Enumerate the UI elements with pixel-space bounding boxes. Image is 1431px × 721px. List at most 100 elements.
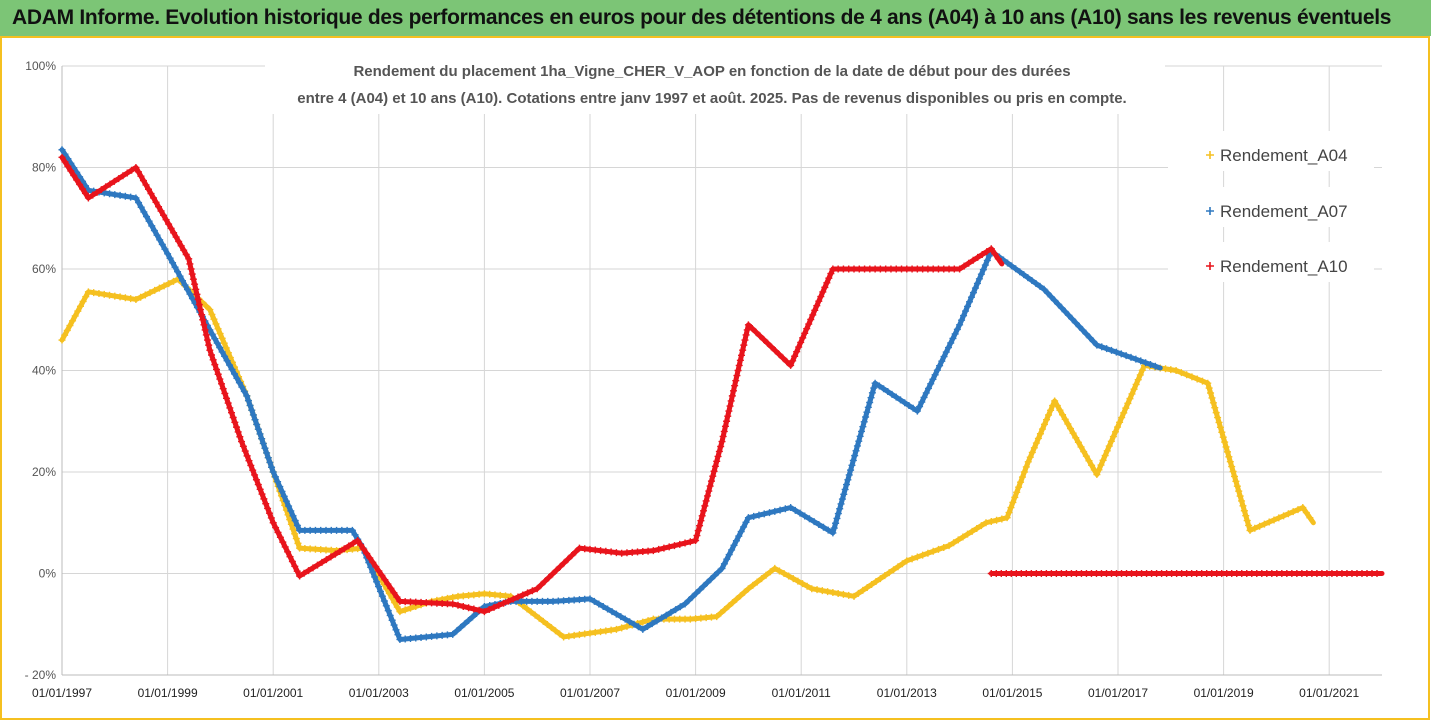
series-marker bbox=[296, 572, 304, 580]
series-marker bbox=[649, 547, 657, 555]
series-marker bbox=[859, 586, 867, 594]
series-marker bbox=[890, 566, 898, 574]
series-marker bbox=[263, 449, 271, 457]
series-marker bbox=[1074, 438, 1082, 446]
series-marker bbox=[313, 561, 321, 569]
series-marker bbox=[974, 253, 982, 261]
series-marker bbox=[165, 280, 173, 288]
series-marker bbox=[151, 286, 159, 294]
series-marker bbox=[797, 338, 805, 346]
series-marker bbox=[575, 631, 583, 639]
series-marker bbox=[81, 189, 89, 197]
series-marker bbox=[964, 530, 972, 538]
series-marker bbox=[922, 389, 930, 397]
series-marker bbox=[707, 575, 715, 583]
series-marker bbox=[218, 348, 226, 356]
chart-title-bg bbox=[265, 58, 1165, 114]
series-marker bbox=[843, 481, 851, 489]
series-marker bbox=[871, 379, 879, 387]
series-marker bbox=[731, 382, 739, 390]
series-marker bbox=[760, 336, 768, 344]
series-marker bbox=[956, 265, 964, 273]
series-marker bbox=[720, 560, 728, 568]
series-marker bbox=[196, 306, 204, 314]
series-marker bbox=[1065, 311, 1073, 319]
series-marker bbox=[82, 293, 90, 301]
series-marker bbox=[779, 354, 787, 362]
series-marker bbox=[696, 522, 704, 530]
series-marker bbox=[568, 552, 576, 560]
series-marker bbox=[188, 295, 196, 303]
series-markers bbox=[58, 146, 1159, 643]
series-marker bbox=[602, 627, 610, 635]
series-marker bbox=[213, 365, 221, 373]
x-tick-label: 01/01/1999 bbox=[138, 686, 198, 700]
series-marker bbox=[547, 624, 555, 632]
series-marker bbox=[182, 251, 190, 258]
series-marker bbox=[254, 425, 262, 433]
series-marker bbox=[735, 532, 743, 540]
series-marker bbox=[376, 587, 384, 595]
series-marker bbox=[260, 495, 268, 503]
series-marker bbox=[1003, 514, 1011, 522]
series-marker bbox=[623, 622, 631, 630]
series-marker bbox=[672, 606, 680, 614]
series-marker bbox=[258, 490, 266, 498]
series-marker bbox=[291, 517, 299, 525]
series-marker bbox=[597, 628, 605, 636]
series-marker bbox=[336, 547, 344, 555]
series-marker bbox=[528, 587, 536, 595]
series-marker bbox=[251, 416, 259, 424]
legend-label-Rendement_A07: Rendement_A07 bbox=[1220, 202, 1348, 221]
legend-marker-Rendement_A07 bbox=[1206, 207, 1214, 215]
series-marker bbox=[187, 265, 195, 273]
series-marker bbox=[181, 281, 189, 289]
series-marker bbox=[127, 193, 135, 201]
series-marker bbox=[233, 374, 241, 382]
series-marker bbox=[1228, 463, 1236, 471]
series-marker bbox=[760, 510, 768, 518]
series-marker bbox=[944, 344, 952, 352]
series-marker bbox=[533, 585, 541, 593]
series-marker bbox=[393, 603, 401, 611]
series-marker bbox=[717, 442, 725, 450]
series-marker bbox=[781, 505, 789, 513]
series-marker bbox=[137, 203, 145, 211]
series-marker bbox=[514, 593, 522, 601]
series-marker bbox=[848, 461, 856, 469]
series-marker bbox=[454, 601, 462, 609]
series-marker bbox=[243, 392, 251, 400]
series-marker bbox=[1020, 271, 1028, 279]
series-marker bbox=[789, 357, 797, 365]
series-marker bbox=[1256, 522, 1264, 530]
page-title: ADAM Informe. Evolution historique des p… bbox=[12, 6, 1392, 29]
series-marker bbox=[121, 294, 129, 302]
series-marker bbox=[211, 361, 219, 369]
series-marker bbox=[390, 621, 398, 629]
series-marker bbox=[1077, 443, 1085, 451]
series-marker bbox=[388, 594, 396, 602]
series-marker bbox=[801, 329, 809, 337]
series-marker bbox=[279, 538, 287, 546]
series-marker bbox=[1005, 509, 1013, 517]
series-marker bbox=[274, 528, 282, 536]
series-marker bbox=[161, 245, 169, 253]
series-marker bbox=[1053, 402, 1061, 410]
series-marker bbox=[76, 302, 84, 310]
series-marker bbox=[246, 401, 254, 409]
series-marker bbox=[736, 356, 744, 364]
series-marker bbox=[630, 620, 638, 628]
series-marker bbox=[67, 167, 75, 175]
series-marker bbox=[89, 191, 97, 199]
series-marker bbox=[864, 403, 872, 411]
series-marker bbox=[393, 593, 401, 601]
series-marker bbox=[1126, 395, 1134, 403]
series-marker bbox=[127, 295, 135, 303]
series-marker bbox=[256, 485, 264, 493]
series-marker bbox=[366, 554, 374, 562]
series-marker bbox=[736, 592, 744, 600]
series-marker bbox=[170, 229, 178, 237]
series-marker bbox=[1047, 293, 1055, 301]
series-marker bbox=[920, 393, 928, 401]
